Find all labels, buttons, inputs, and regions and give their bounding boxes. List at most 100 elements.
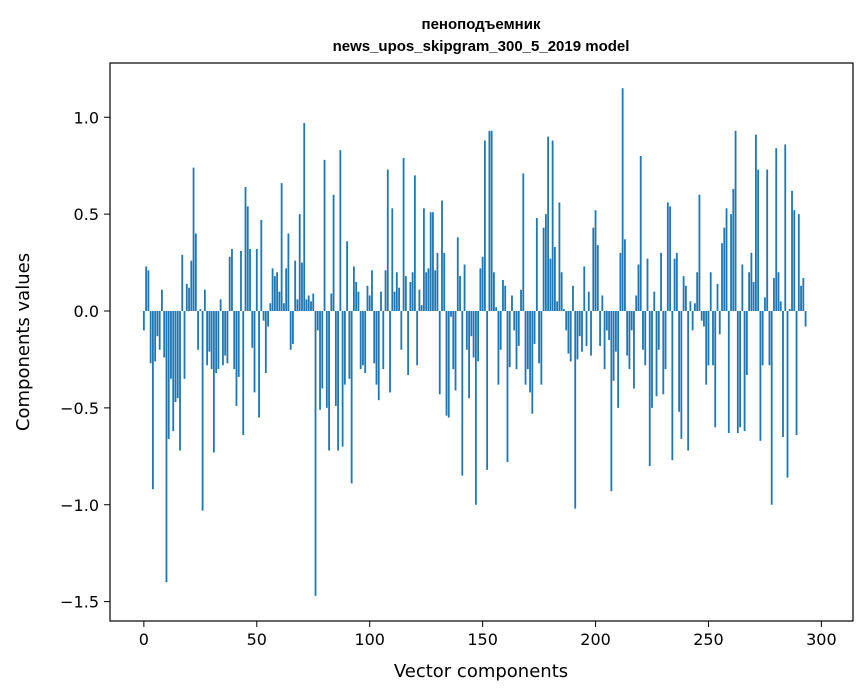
bar-249	[705, 311, 708, 385]
bar-148	[477, 311, 480, 362]
bar-218	[635, 295, 638, 311]
bar-88	[341, 311, 344, 447]
bar-286	[788, 309, 791, 311]
bar-32	[215, 311, 218, 373]
bar-43	[240, 250, 242, 311]
bar-13	[172, 311, 175, 432]
bar-160	[504, 285, 507, 311]
bar-293	[804, 311, 807, 327]
bar-14	[174, 311, 177, 403]
bar-180	[549, 258, 552, 311]
bar-131	[438, 311, 441, 395]
bar-200	[594, 210, 597, 311]
bar-83	[330, 293, 333, 311]
bar-69	[298, 214, 301, 311]
bar-144	[468, 311, 470, 399]
bar-106	[382, 311, 385, 370]
bar-284	[784, 144, 787, 312]
bar-244	[694, 303, 696, 311]
bar-36	[224, 311, 227, 356]
bar-40	[233, 311, 236, 370]
bar-217	[633, 311, 635, 389]
bar-74	[310, 301, 312, 311]
x-axis-label: Vector components	[394, 661, 568, 682]
bar-263	[736, 311, 739, 434]
bar-214	[626, 311, 629, 356]
bar-85	[334, 311, 337, 406]
bar-156	[495, 307, 498, 312]
bar-229	[660, 252, 662, 312]
bar-25	[199, 309, 202, 311]
bar-151	[483, 140, 486, 311]
bar-177	[542, 227, 545, 311]
bar-252	[712, 311, 714, 366]
bars-group	[142, 88, 807, 596]
bar-98	[364, 311, 367, 373]
bar-138	[454, 311, 457, 391]
bar-33	[217, 311, 220, 370]
bar-89	[343, 311, 346, 385]
bar-60	[278, 291, 281, 312]
bar-259	[727, 311, 730, 434]
bar-65	[289, 311, 292, 350]
bar-140	[459, 276, 461, 312]
bar-16	[179, 311, 181, 451]
bar-100	[368, 295, 371, 311]
bar-212	[621, 88, 624, 311]
x-tick-label: 300	[806, 630, 837, 649]
bar-105	[380, 291, 382, 312]
bar-29	[208, 311, 211, 352]
bar-82	[328, 311, 330, 451]
bar-118	[409, 281, 412, 311]
bar-199	[592, 227, 595, 311]
bar-176	[540, 311, 543, 385]
bar-12	[170, 311, 172, 379]
bar-189	[569, 311, 572, 362]
bar-103	[375, 311, 378, 385]
bar-80	[323, 159, 326, 312]
y-tick-label: 0.0	[74, 302, 99, 321]
bar-204	[603, 311, 606, 370]
bar-110	[391, 208, 394, 311]
bar-242	[689, 301, 692, 311]
bar-116	[404, 276, 407, 312]
x-tick-label: 50	[247, 630, 267, 649]
bar-238	[680, 311, 683, 439]
bar-254	[716, 283, 719, 312]
bar-49	[253, 311, 256, 393]
bar-167	[520, 289, 522, 311]
bar-185	[560, 272, 563, 311]
bar-287	[791, 190, 793, 312]
bar-223	[646, 258, 649, 311]
x-tick-label: 150	[467, 630, 498, 649]
bar-58	[273, 276, 276, 312]
bar-174	[535, 218, 538, 311]
bar-175	[538, 311, 540, 364]
bar-17	[181, 254, 184, 311]
bar-7	[158, 311, 161, 350]
bar-225	[651, 311, 653, 408]
bar-224	[648, 311, 651, 466]
bar-275	[764, 297, 766, 311]
bar-41	[235, 311, 238, 406]
bar-274	[761, 311, 764, 366]
bar-23	[194, 233, 197, 311]
bar-78	[319, 311, 321, 410]
bar-97	[362, 311, 364, 366]
bar-278	[770, 311, 773, 505]
bar-54	[264, 311, 267, 373]
bar-35	[222, 311, 224, 366]
bar-241	[687, 311, 690, 451]
bar-107	[384, 270, 387, 311]
bar-256	[721, 243, 723, 311]
bar-4	[152, 311, 154, 490]
bar-190	[572, 285, 574, 311]
bar-44	[242, 311, 245, 435]
bar-30	[210, 311, 213, 370]
bar-215	[628, 311, 631, 370]
bar-237	[678, 311, 681, 412]
bar-141	[461, 311, 464, 476]
bar-155	[493, 272, 495, 311]
bar-192	[576, 311, 579, 360]
bar-188	[567, 311, 570, 354]
